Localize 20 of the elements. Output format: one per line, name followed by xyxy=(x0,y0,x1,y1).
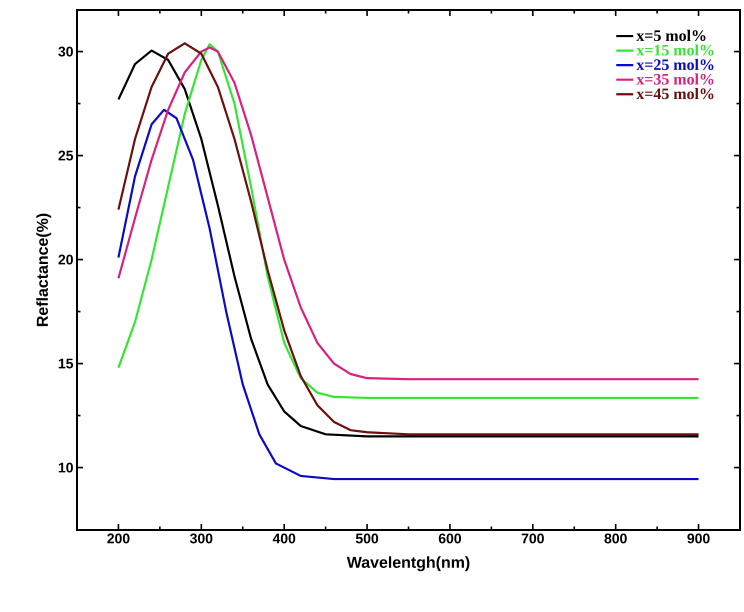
x-tick-label: 500 xyxy=(356,534,378,544)
legend-label: x=15 mol% xyxy=(636,44,714,56)
y-tick-label: 15 xyxy=(58,358,74,368)
x-tick-label: 200 xyxy=(107,534,130,544)
x-tick-label: 700 xyxy=(522,534,544,544)
x-tick-label: 400 xyxy=(272,534,296,544)
x-tick-label: 600 xyxy=(438,534,461,544)
y-tick-label: 20 xyxy=(58,254,73,265)
x-tick-label: 900 xyxy=(687,534,710,544)
x-axis-title: Wavelentgh(nm) xyxy=(346,556,470,572)
x-tick-label: 800 xyxy=(604,534,627,544)
y-axis-title: Reflactance(%) xyxy=(36,214,52,326)
legend-label: x=45 mol% xyxy=(636,88,714,100)
y-tick-label: 30 xyxy=(58,46,73,57)
legend-label: x=25 mol% xyxy=(636,58,714,70)
x-tick-label: 300 xyxy=(190,534,212,544)
y-tick-label: 10 xyxy=(58,462,73,473)
legend-label: x=35 mol% xyxy=(636,73,714,85)
y-tick-label: 25 xyxy=(58,150,74,161)
legend-label: x=5 mol% xyxy=(636,30,706,42)
